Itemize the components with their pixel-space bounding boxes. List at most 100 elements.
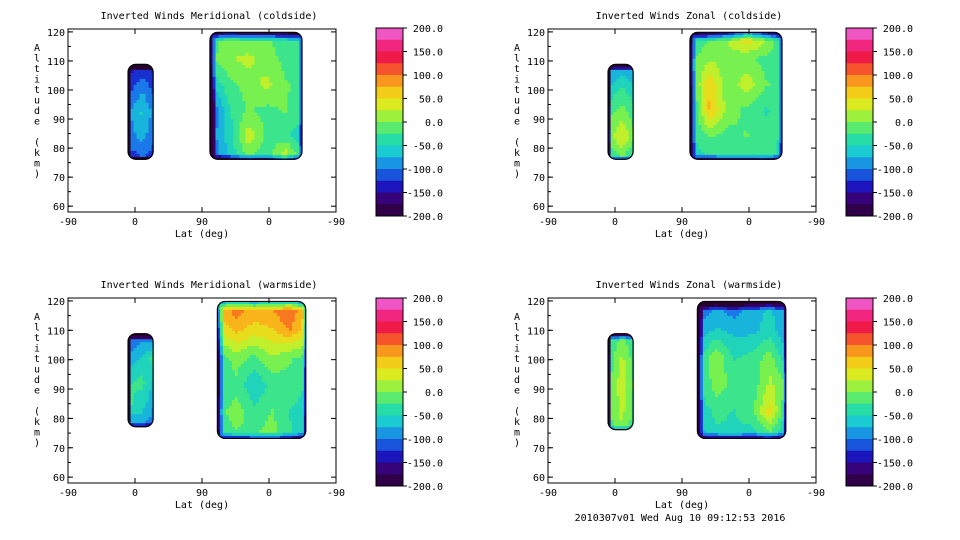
contour-cell (275, 118, 279, 123)
contour-cell (698, 130, 702, 135)
contour-cell (233, 85, 237, 90)
colorbar-swatch (376, 98, 403, 111)
contour-cell (269, 148, 273, 153)
contour-cell (299, 37, 303, 42)
contour-cell (219, 303, 224, 308)
contour-cell (127, 102, 132, 107)
contour-cell (749, 76, 753, 81)
contour-cell (285, 381, 290, 386)
contour-cell (278, 121, 282, 126)
contour-cell (294, 411, 299, 416)
contour-cell (740, 37, 744, 42)
contour-cell (779, 91, 783, 96)
contour-cell (725, 34, 729, 39)
contour-cell (275, 100, 279, 105)
contour-cell (743, 118, 747, 123)
contour-cell (245, 124, 249, 129)
contour-cell (242, 64, 246, 69)
contour-cell (270, 372, 275, 377)
contour-cell (279, 378, 284, 383)
contour-cell (704, 121, 708, 126)
contour-cell (148, 99, 153, 104)
contour-cell (746, 52, 750, 57)
contour-cell (257, 112, 261, 117)
contour-cell (698, 64, 702, 69)
contour-cell (719, 88, 723, 93)
contour-cell (215, 115, 219, 120)
contour-cell (225, 324, 230, 329)
contour-cell (755, 58, 759, 63)
contour-cell (698, 145, 702, 150)
contour-cell (725, 91, 729, 96)
contour-cell (278, 55, 282, 60)
contour-cell (716, 70, 720, 75)
contour-cell (227, 106, 231, 111)
contour-cell (248, 31, 252, 36)
contour-cell (231, 312, 236, 317)
contour-cell (297, 414, 302, 419)
contour-cell (300, 339, 305, 344)
contour-cell (752, 109, 756, 114)
contour-cell (770, 70, 774, 75)
contour-cell (761, 67, 765, 72)
contour-cell (622, 117, 627, 122)
contour-cell (284, 109, 288, 114)
contour-cell (746, 40, 750, 45)
contour-cell (749, 121, 753, 126)
contour-cell (133, 375, 138, 379)
contour-cell (127, 348, 132, 352)
contour-cell (240, 342, 245, 347)
contour-cell (142, 402, 147, 406)
contour-cell (291, 366, 296, 371)
contour-cell (740, 106, 744, 111)
contour-cell (272, 112, 276, 117)
colorbar-swatch (376, 169, 403, 182)
contour-cell (142, 348, 147, 352)
contour-cell (245, 136, 249, 141)
contour-cell (251, 97, 255, 102)
contour-cell (130, 336, 135, 340)
contour-cell (261, 354, 266, 359)
contour-cell (225, 336, 230, 341)
contour-cell (628, 96, 633, 101)
contour-cell (260, 64, 264, 69)
y-tick-label: 90 (533, 115, 545, 126)
contour-cell (299, 40, 303, 45)
contour-cell (234, 306, 239, 311)
contour-cell (258, 399, 263, 404)
contour-cell (251, 130, 255, 135)
contour-cell (285, 402, 290, 407)
contour-cell (743, 76, 747, 81)
contour-cell (233, 103, 237, 108)
contour-cell (249, 321, 254, 326)
contour-cell (224, 91, 228, 96)
contour-cell (242, 94, 246, 99)
contour-cell (734, 109, 738, 114)
contour-cell (613, 78, 618, 83)
contour-cell (258, 351, 263, 356)
contour-cell (294, 366, 299, 371)
contour-cell (255, 408, 260, 413)
contour-cell (628, 132, 633, 137)
x-tick-label: 90 (196, 217, 208, 228)
contour-cell (716, 79, 720, 84)
contour-cell (767, 79, 771, 84)
contour-cell (263, 154, 267, 159)
contour-cell (607, 123, 612, 128)
contour-cell (740, 73, 744, 78)
contour-cell (722, 97, 726, 102)
contour-cell (251, 109, 255, 114)
contour-cell (737, 148, 741, 153)
contour-cell (758, 46, 762, 51)
contour-cell (237, 360, 242, 365)
contour-cell (272, 133, 276, 138)
contour-cell (722, 124, 726, 129)
contour-cell (722, 145, 726, 150)
contour-cell (242, 136, 246, 141)
contour-cell (297, 333, 302, 338)
contour-cell (695, 121, 699, 126)
contour-cell (133, 81, 138, 86)
contour-cell (148, 126, 153, 131)
contour-cell (619, 87, 624, 92)
contour-cell (270, 387, 275, 392)
